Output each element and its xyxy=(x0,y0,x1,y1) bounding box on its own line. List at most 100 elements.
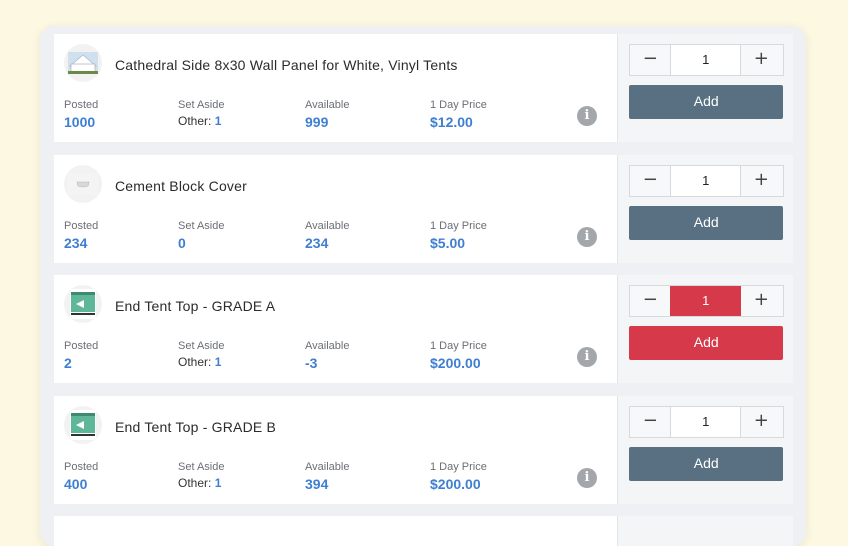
other-prefix: Other: xyxy=(178,476,212,490)
list-item: End Tent Top - GRADE B Posted 400 Set As… xyxy=(54,396,793,504)
available-value: 394 xyxy=(305,476,329,492)
item-info: Cathedral Side 8x30 Wall Panel for White… xyxy=(54,34,617,142)
info-icon[interactable]: i xyxy=(577,347,597,367)
posted-stat: Posted 1000 xyxy=(64,99,98,130)
item-controls: − 1 + Add xyxy=(617,275,793,383)
available-stat: Available 394 xyxy=(305,461,349,492)
price-stat: 1 Day Price $12.00 xyxy=(430,99,487,130)
set-aside-stat: Set Aside Other: 1 xyxy=(178,340,224,369)
item-info: Cement Block Cover Posted 234 Set Aside … xyxy=(54,155,617,263)
decrement-button[interactable]: − xyxy=(642,48,658,69)
list-item: Cement Block Cover Posted 234 Set Aside … xyxy=(54,155,793,263)
item-title: End Tent Top - GRADE B xyxy=(115,419,277,435)
price-stat: 1 Day Price $200.00 xyxy=(430,461,487,492)
increment-button[interactable]: + xyxy=(753,48,769,69)
set-aside-other: Other: 1 xyxy=(178,355,224,369)
add-button[interactable]: Add xyxy=(629,85,784,119)
tent-top-thumbnail xyxy=(64,406,102,444)
posted-value: 1000 xyxy=(64,114,96,130)
price-value: $200.00 xyxy=(430,476,481,492)
item-info xyxy=(54,516,617,546)
set-aside-stat: Set Aside Other: 1 xyxy=(178,461,224,490)
available-stat: Available 999 xyxy=(305,99,349,130)
increment-button[interactable]: + xyxy=(753,289,769,310)
set-aside-other: Other: 1 xyxy=(178,114,224,128)
price-label: 1 Day Price xyxy=(430,99,487,111)
set-aside-value: 1 xyxy=(214,476,222,490)
posted-stat: Posted 234 xyxy=(64,220,98,251)
decrement-button[interactable]: − xyxy=(642,410,658,431)
increment-button[interactable]: + xyxy=(753,410,769,431)
price-label: 1 Day Price xyxy=(430,461,487,473)
quantity-input[interactable]: 1 xyxy=(670,286,742,316)
item-controls: − 1 + Add xyxy=(617,396,793,504)
list-item xyxy=(54,516,793,546)
quantity-input[interactable]: 1 xyxy=(670,45,742,75)
price-value: $200.00 xyxy=(430,355,481,371)
set-aside-stat: Set Aside Other: 1 xyxy=(178,99,224,128)
set-aside-label: Set Aside xyxy=(178,220,225,232)
tent-panel-thumbnail xyxy=(64,44,102,82)
info-icon[interactable]: i xyxy=(577,106,597,126)
quantity-stepper: − 1 + xyxy=(629,285,785,317)
quantity-stepper: − 1 + xyxy=(629,406,785,438)
posted-label: Posted xyxy=(64,99,99,111)
item-title: Cathedral Side 8x30 Wall Panel for White… xyxy=(115,57,458,73)
available-label: Available xyxy=(305,99,350,111)
price-value: $5.00 xyxy=(430,235,466,251)
posted-label: Posted xyxy=(64,340,99,352)
add-button[interactable]: Add xyxy=(629,447,784,481)
set-aside-value: 0 xyxy=(178,235,186,251)
available-value: 234 xyxy=(305,235,329,251)
decrement-button[interactable]: − xyxy=(642,289,658,310)
add-button[interactable]: Add xyxy=(629,326,784,360)
posted-label: Posted xyxy=(64,461,99,473)
tent-top-thumbnail xyxy=(64,285,102,323)
block-cover-thumbnail xyxy=(64,165,102,203)
available-label: Available xyxy=(305,340,350,352)
quantity-stepper: − 1 + xyxy=(629,165,785,197)
available-value: 999 xyxy=(305,114,329,130)
set-aside-other: Other: 1 xyxy=(178,476,224,490)
available-label: Available xyxy=(305,461,350,473)
set-aside-label: Set Aside xyxy=(178,340,225,352)
quantity-input[interactable]: 1 xyxy=(670,407,742,437)
item-controls: − 1 + Add xyxy=(617,155,793,263)
price-label: 1 Day Price xyxy=(430,220,487,232)
item-controls: − 1 + Add xyxy=(617,34,793,142)
info-icon[interactable]: i xyxy=(577,468,597,488)
item-controls xyxy=(617,516,793,546)
info-icon[interactable]: i xyxy=(577,227,597,247)
price-label: 1 Day Price xyxy=(430,340,487,352)
item-info: End Tent Top - GRADE A Posted 2 Set Asid… xyxy=(54,275,617,383)
available-stat: Available -3 xyxy=(305,340,349,371)
posted-label: Posted xyxy=(64,220,99,232)
list-item: End Tent Top - GRADE A Posted 2 Set Asid… xyxy=(54,275,793,383)
price-stat: 1 Day Price $5.00 xyxy=(430,220,487,251)
set-aside-label: Set Aside xyxy=(178,461,225,473)
set-aside-value: 1 xyxy=(214,355,222,369)
item-title: End Tent Top - GRADE A xyxy=(115,298,276,314)
quantity-input[interactable]: 1 xyxy=(670,166,742,196)
decrement-button[interactable]: − xyxy=(642,169,658,190)
available-stat: Available 234 xyxy=(305,220,349,251)
other-prefix: Other: xyxy=(178,114,212,128)
other-prefix: Other: xyxy=(178,355,212,369)
posted-value: 2 xyxy=(64,355,72,371)
posted-stat: Posted 2 xyxy=(64,340,98,371)
posted-value: 234 xyxy=(64,235,88,251)
item-info: End Tent Top - GRADE B Posted 400 Set As… xyxy=(54,396,617,504)
posted-stat: Posted 400 xyxy=(64,461,98,492)
price-value: $12.00 xyxy=(430,114,473,130)
increment-button[interactable]: + xyxy=(753,169,769,190)
item-title: Cement Block Cover xyxy=(115,178,247,194)
set-aside-stat: Set Aside 0 xyxy=(178,220,224,251)
set-aside-label: Set Aside xyxy=(178,99,225,111)
item-list-panel: Cathedral Side 8x30 Wall Panel for White… xyxy=(40,26,806,546)
available-label: Available xyxy=(305,220,350,232)
available-value: -3 xyxy=(305,355,318,371)
quantity-stepper: − 1 + xyxy=(629,44,785,76)
add-button[interactable]: Add xyxy=(629,206,784,240)
list-item: Cathedral Side 8x30 Wall Panel for White… xyxy=(54,34,793,142)
posted-value: 400 xyxy=(64,476,88,492)
